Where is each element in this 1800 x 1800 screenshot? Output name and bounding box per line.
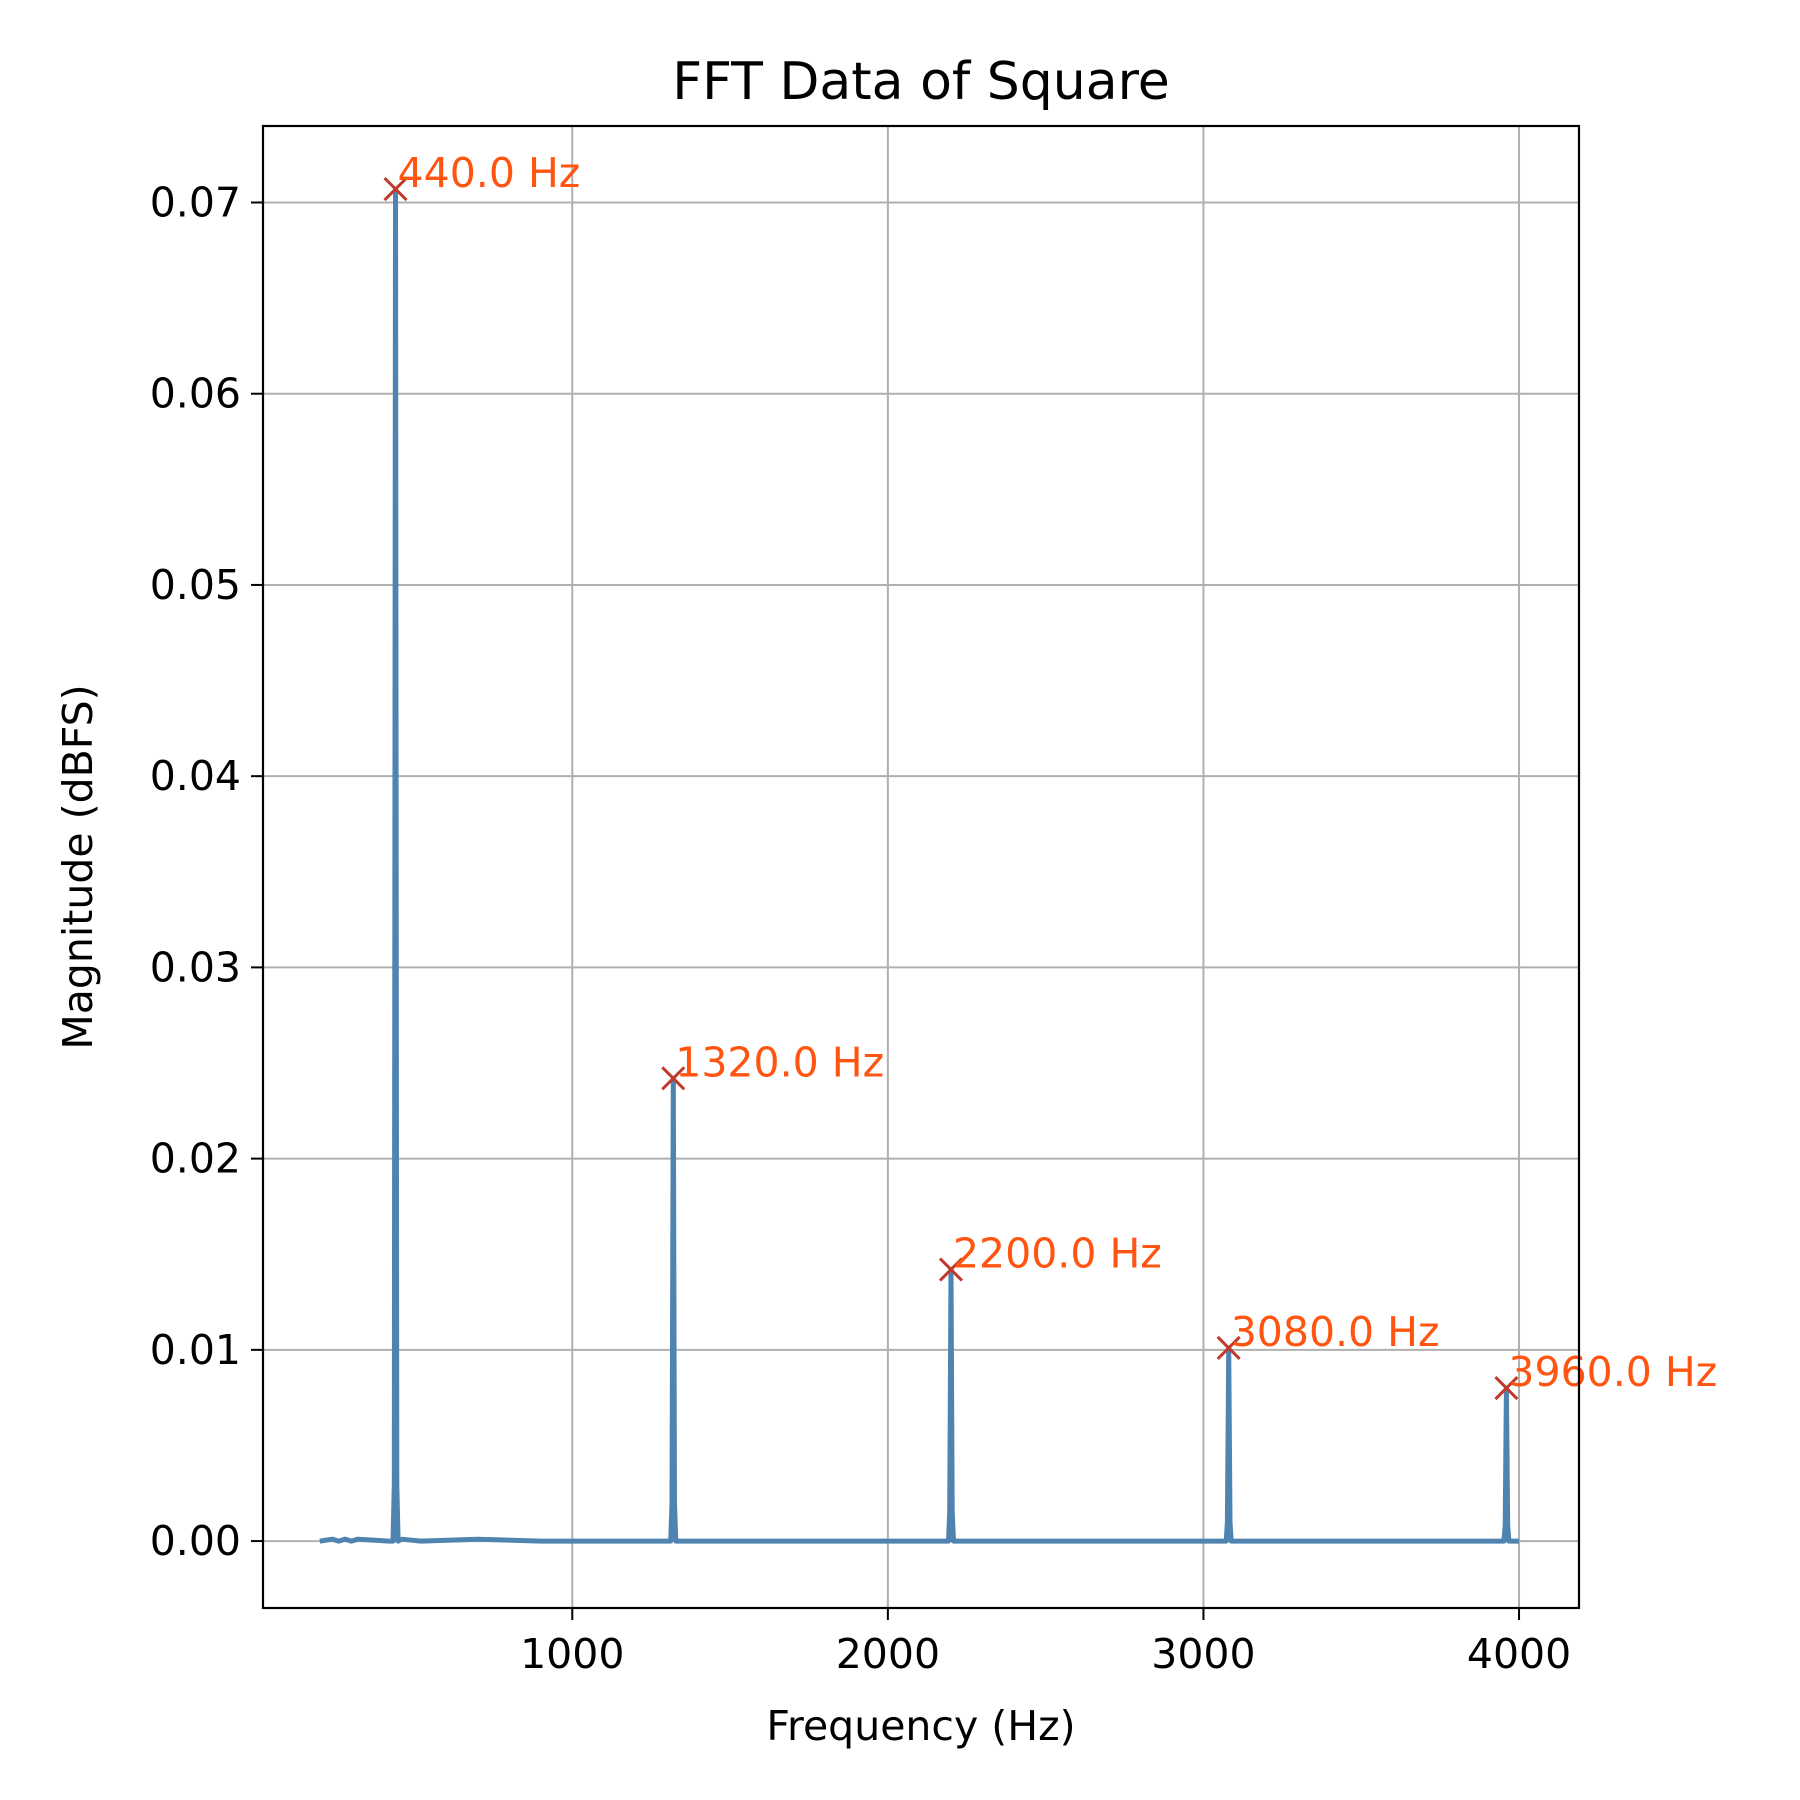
- x-tick-label: 4000: [1467, 1630, 1571, 1678]
- y-axis-ticks: 0.00 0.01 0.02 0.03 0.04 0.05 0.06 0.07: [150, 178, 263, 1565]
- peak-marker: [1216, 1335, 1241, 1360]
- peaks-layer: 440.0 Hz 1320.0 Hz 2200.0 Hz 3080.0 Hz 3960.…: [383, 149, 1717, 1401]
- x-axis-label: Frequency (Hz): [766, 1702, 1075, 1750]
- y-tick-label: 0.01: [150, 1326, 241, 1374]
- y-tick-label: 0.00: [150, 1517, 241, 1565]
- chart-title: FFT Data of Square: [672, 52, 1170, 112]
- peak-marker: [661, 1066, 686, 1091]
- peak-label: 3080.0 Hz: [1231, 1308, 1440, 1356]
- y-tick-label: 0.02: [150, 1135, 241, 1183]
- peak-marker: [1494, 1376, 1519, 1401]
- plot-frame: [261, 124, 1581, 1610]
- y-tick-label: 0.04: [150, 752, 241, 800]
- grid: [263, 126, 1579, 1608]
- y-tick-label: 0.03: [150, 943, 241, 991]
- fft-series-line: [319, 186, 1519, 1544]
- peak-marker: [383, 177, 408, 202]
- y-tick-label: 0.07: [150, 178, 241, 226]
- x-tick-label: 2000: [836, 1630, 940, 1678]
- peak-label: 440.0 Hz: [398, 149, 581, 197]
- series-layer: [319, 186, 1519, 1544]
- peak-label: 2200.0 Hz: [953, 1230, 1162, 1278]
- x-axis-ticks: 1000 2000 3000 4000: [520, 1608, 1571, 1678]
- y-tick-label: 0.05: [150, 561, 241, 609]
- peak-marker: [938, 1257, 964, 1282]
- x-tick-label: 1000: [520, 1630, 624, 1678]
- y-axis-label: Magnitude (dBFS): [54, 684, 102, 1049]
- x-tick-label: 3000: [1151, 1630, 1255, 1678]
- y-tick-label: 0.06: [150, 370, 241, 418]
- peak-label: 1320.0 Hz: [675, 1038, 884, 1086]
- peak-label: 3960.0 Hz: [1508, 1348, 1717, 1396]
